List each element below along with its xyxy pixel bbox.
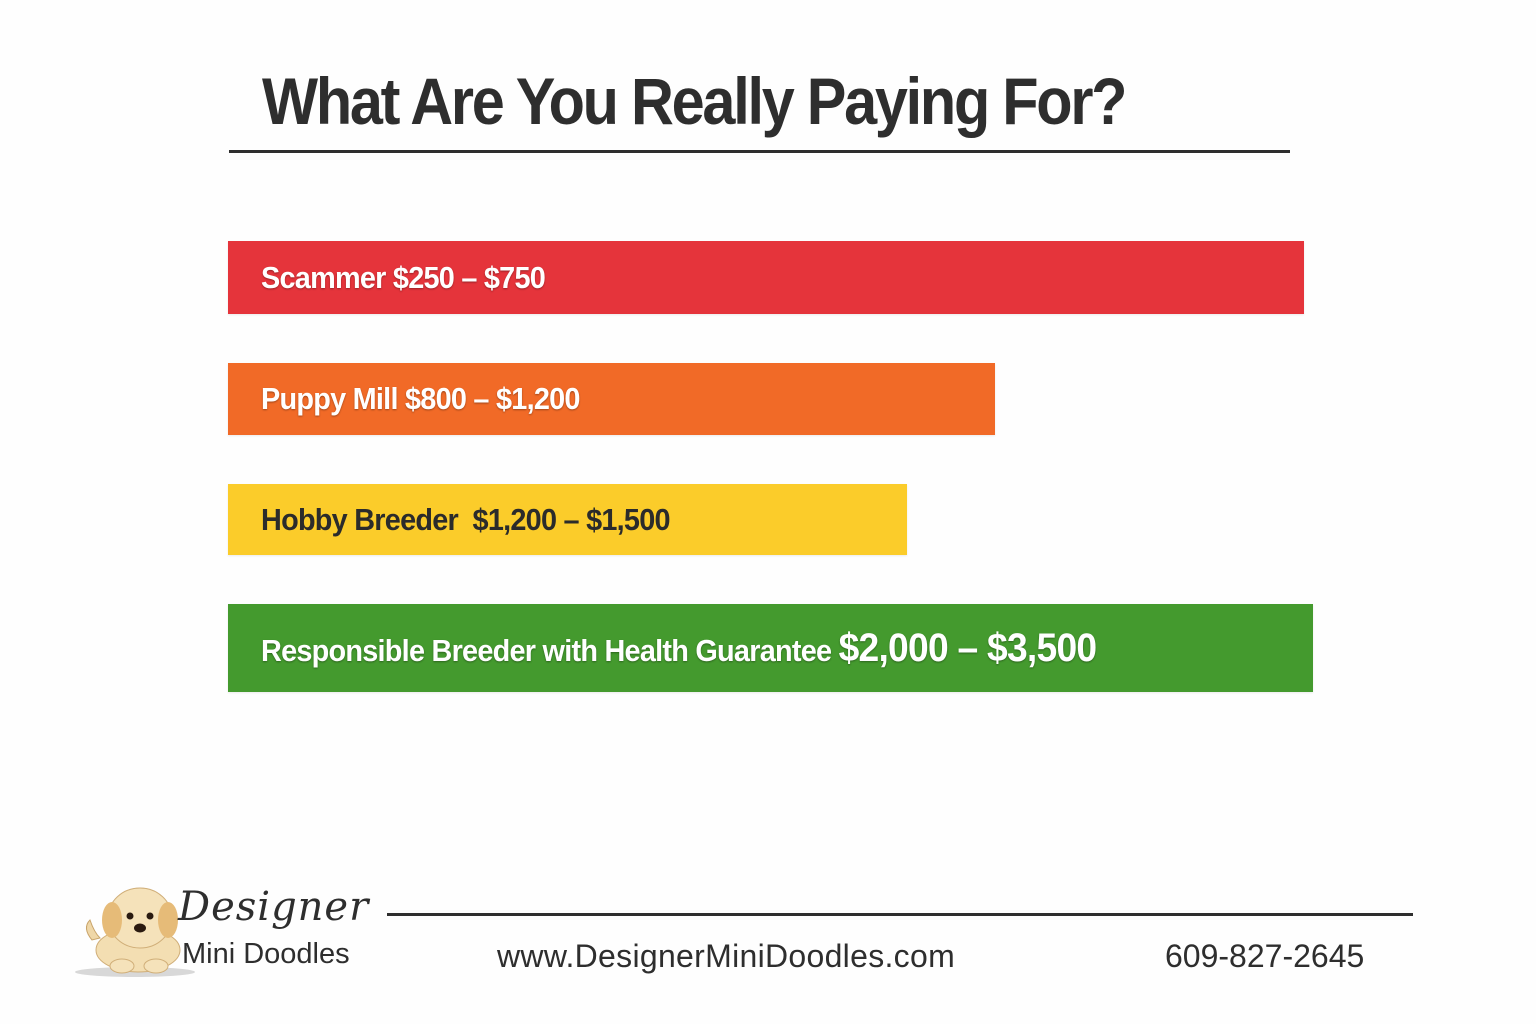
- bar-category: Responsible Breeder with Health Guarante…: [261, 632, 832, 668]
- logo-script-text: Designer: [178, 884, 370, 930]
- bar-label-scammer: Scammer $250 – $750: [261, 259, 546, 296]
- bar-hobby-breeder: Hobby Breeder $1,200 – $1,500: [228, 484, 907, 555]
- puppy-logo-icon: [75, 887, 195, 977]
- bar-label-puppy-mill: Puppy Mill $800 – $1,200: [261, 381, 580, 417]
- bar-price: $1,200 – $1,500: [472, 501, 671, 537]
- title-divider: [229, 150, 1290, 153]
- bar-price: $250 – $750: [392, 259, 546, 295]
- bar-price: $2,000 – $3,500: [838, 625, 1098, 670]
- logo-subtitle: Mini Doodles: [182, 938, 350, 970]
- bar-category: Scammer: [261, 259, 386, 295]
- footer-divider: [387, 913, 1413, 916]
- bar-category: Puppy Mill: [261, 381, 398, 416]
- phone-number: 609-827-2645: [1165, 938, 1365, 974]
- bar-scammer: Scammer $250 – $750: [228, 241, 1304, 314]
- page-title: What Are You Really Paying For?: [262, 64, 1127, 138]
- bar-label-responsible-breeder: Responsible Breeder with Health Guarante…: [261, 625, 1098, 671]
- bar-responsible-breeder: Responsible Breeder with Health Guarante…: [228, 604, 1313, 692]
- bar-puppy-mill: Puppy Mill $800 – $1,200: [228, 363, 995, 435]
- bar-category: Hobby Breeder: [261, 501, 459, 537]
- bar-label-hobby-breeder: Hobby Breeder $1,200 – $1,500: [261, 501, 671, 538]
- website-link[interactable]: www.DesignerMiniDoodles.com: [497, 938, 956, 974]
- bar-price: $800 – $1,200: [405, 381, 580, 416]
